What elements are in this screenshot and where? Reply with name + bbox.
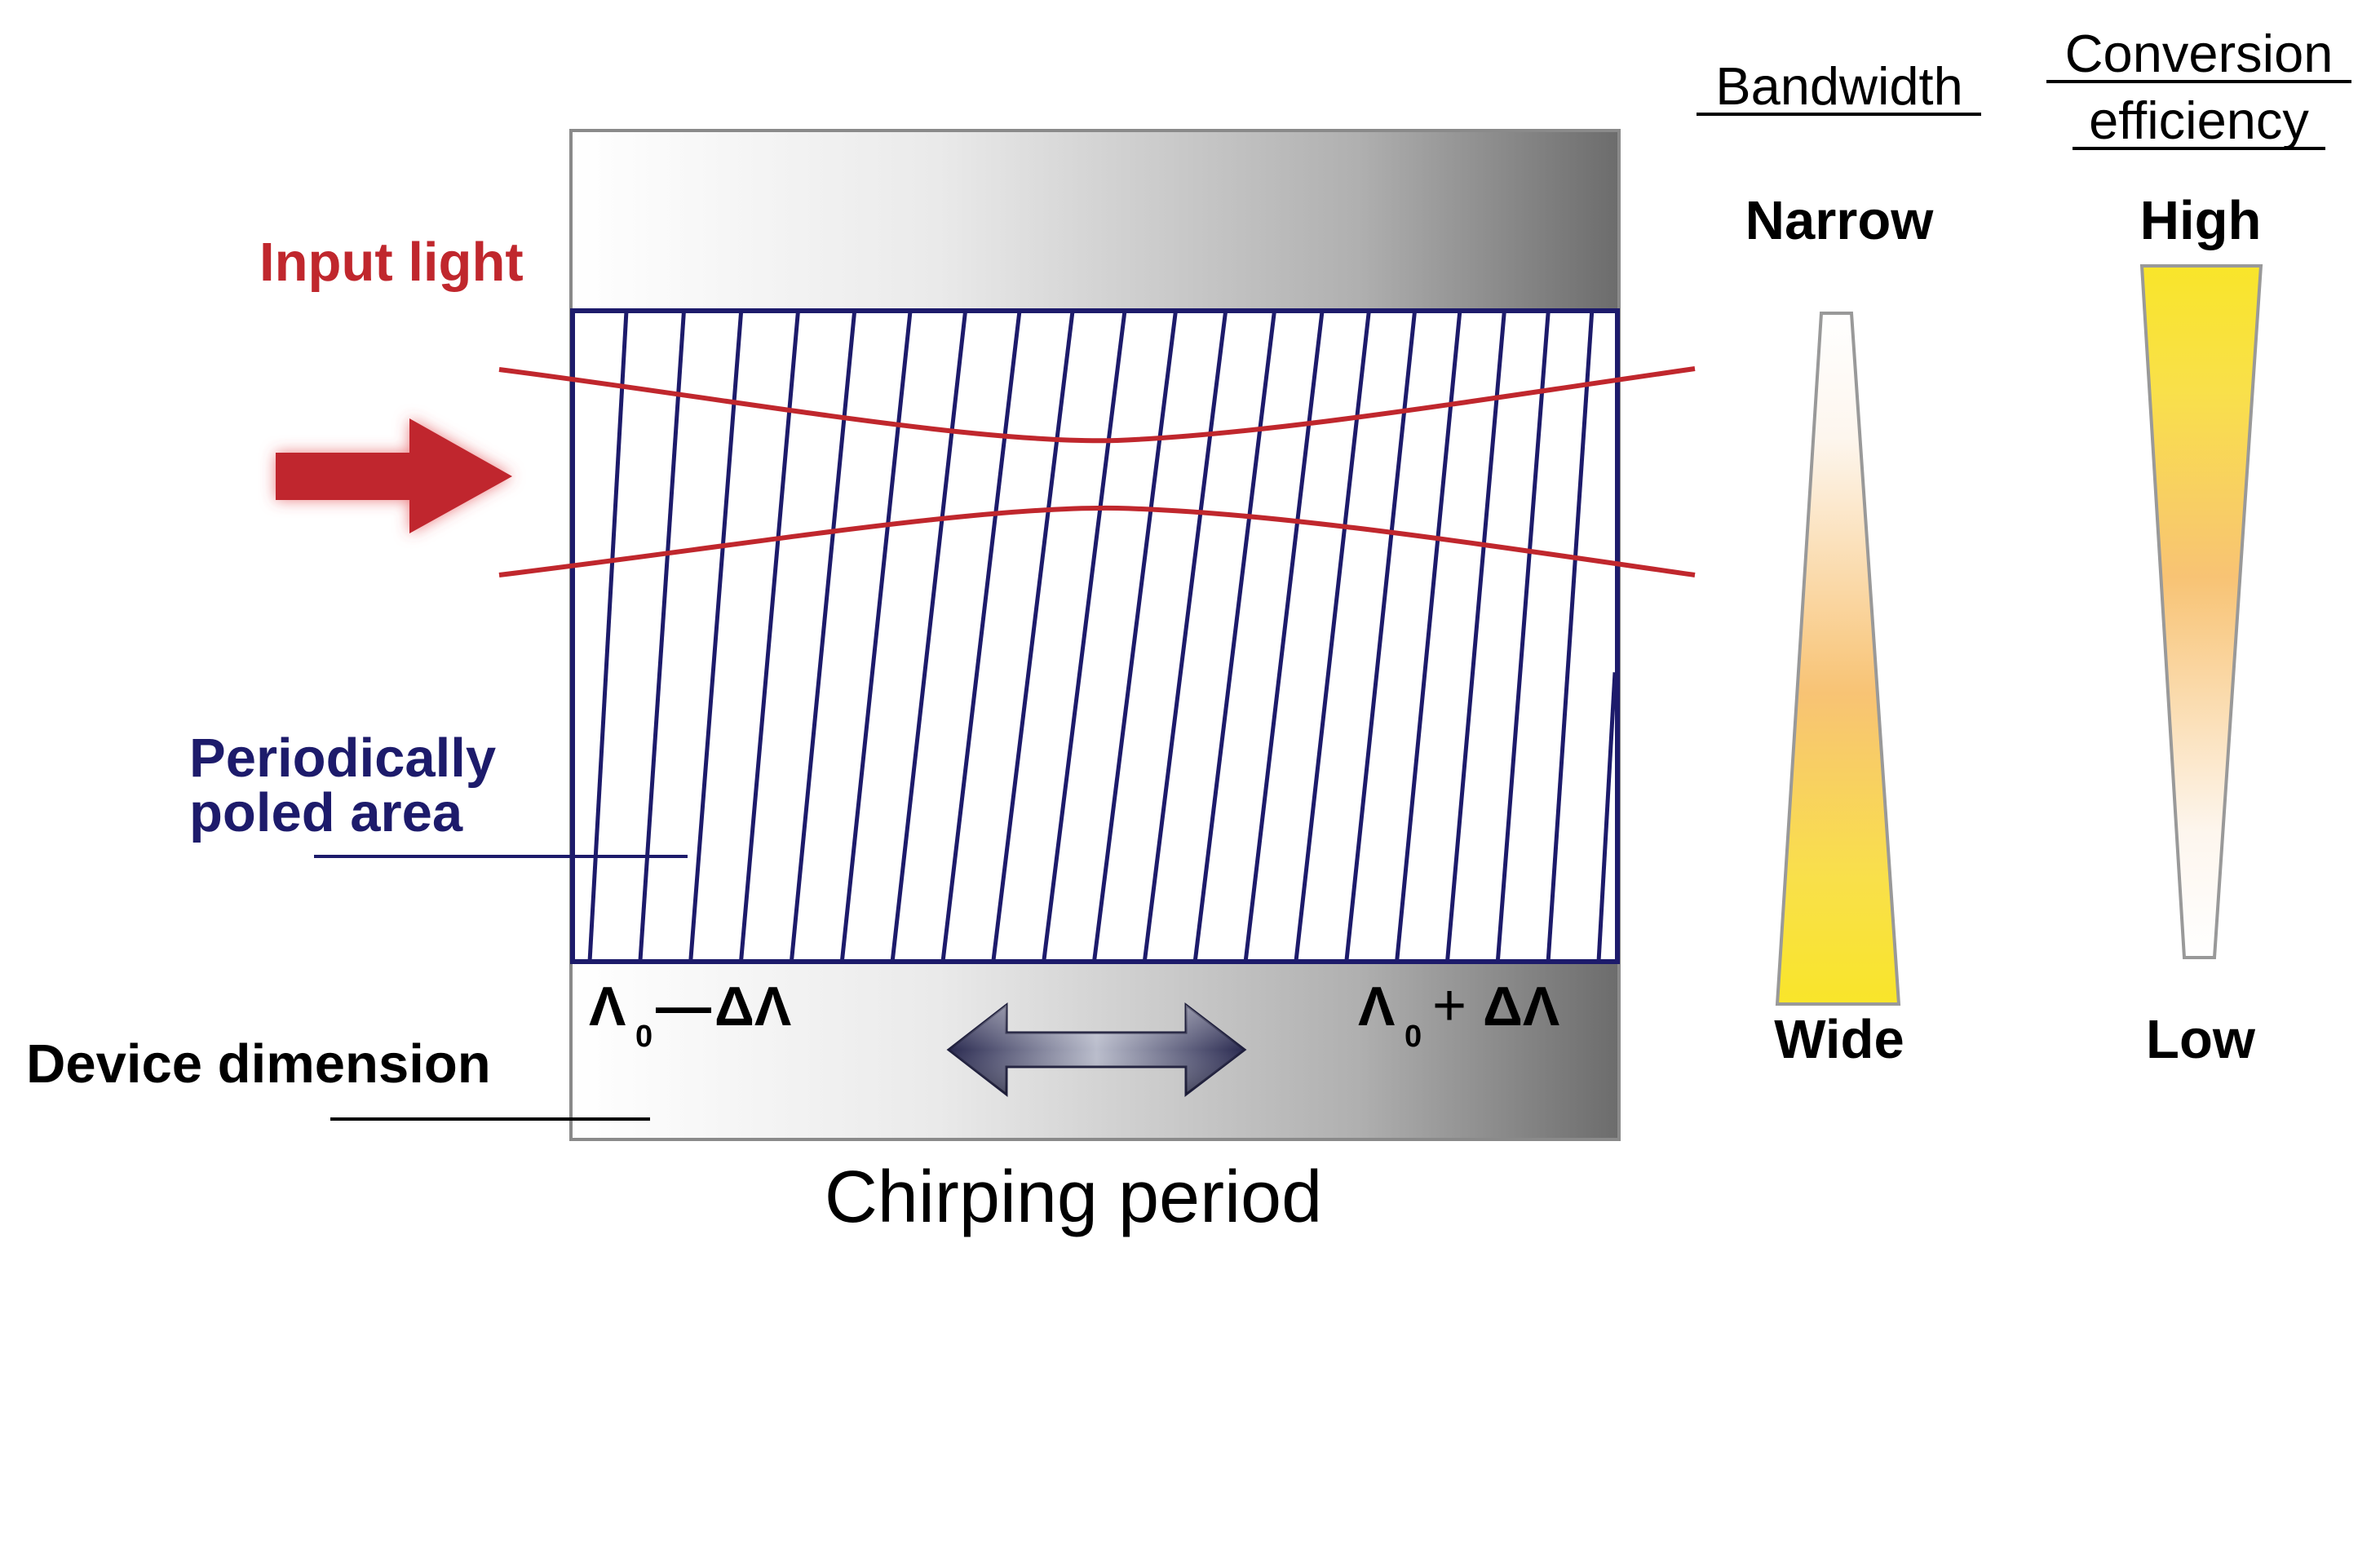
poling-domain-line xyxy=(940,310,1022,962)
efficiency-title-line1: Conversion xyxy=(2065,24,2334,83)
lambda-max-label: Λ 0 + ΔΛ xyxy=(1358,973,1559,1054)
lambda-min-op: — xyxy=(656,976,711,1037)
input-light-label: Input light xyxy=(259,232,524,293)
poling-domain-line xyxy=(1445,310,1506,962)
poling-domain-line xyxy=(1243,310,1325,962)
efficiency-bottom-label: Low xyxy=(2146,1009,2256,1070)
poling-domain-line xyxy=(638,310,686,962)
chirping-period-label: Chirping period xyxy=(825,1157,1322,1238)
poling-domain-line xyxy=(1142,310,1228,962)
poling-domain-line xyxy=(1192,310,1276,962)
lambda-min-delta: ΔΛ xyxy=(714,976,791,1037)
beam-upper-curve xyxy=(498,366,1696,444)
efficiency-wedge xyxy=(2139,264,2263,959)
lambda-min-base: Λ xyxy=(589,976,626,1037)
device-dimension-label: Device dimension xyxy=(26,1033,491,1095)
poling-domain-line xyxy=(1395,310,1462,962)
lambda-max-delta: ΔΛ xyxy=(1483,976,1559,1037)
poling-domain-line xyxy=(890,310,968,962)
poling-domain-line xyxy=(1344,310,1418,962)
poling-domain-line xyxy=(688,310,744,962)
poling-lines xyxy=(587,310,1617,962)
lambda-min-label: Λ 0 — ΔΛ xyxy=(589,976,791,1054)
bandwidth-wedge xyxy=(1775,312,1901,1006)
poling-domain-line xyxy=(991,310,1075,962)
bandwidth-top-label: Narrow xyxy=(1745,190,1935,251)
poled-region-border xyxy=(570,308,1620,964)
double-arrow-icon xyxy=(946,1002,1247,1098)
poled-region xyxy=(573,311,1617,962)
efficiency-title-line2: efficiency xyxy=(2089,91,2309,150)
bandwidth-bottom-label: Wide xyxy=(1774,1009,1904,1070)
lambda-max-base: Λ xyxy=(1358,976,1395,1037)
poling-domain-line xyxy=(739,310,800,962)
poling-domain-line xyxy=(587,310,629,962)
lambda-max-sub: 0 xyxy=(1405,1020,1422,1054)
poled-area-label-line2: poled area xyxy=(189,782,463,843)
poled-area-label-line1: Periodically xyxy=(189,728,496,789)
poling-domain-line xyxy=(1092,310,1178,962)
poling-domain-line xyxy=(839,310,913,962)
bandwidth-title: Bandwidth xyxy=(1715,56,1963,116)
lambda-max-op: + xyxy=(1432,973,1466,1038)
beam-lower-curve xyxy=(498,505,1696,577)
lambda-min-sub: 0 xyxy=(635,1020,653,1054)
poling-domain-line xyxy=(1495,310,1551,962)
poling-domain-line xyxy=(1042,310,1127,962)
efficiency-top-label: High xyxy=(2140,190,2262,251)
poling-domain-line xyxy=(1596,672,1617,962)
input-arrow-icon xyxy=(276,418,512,533)
poling-domain-line xyxy=(1546,310,1595,962)
